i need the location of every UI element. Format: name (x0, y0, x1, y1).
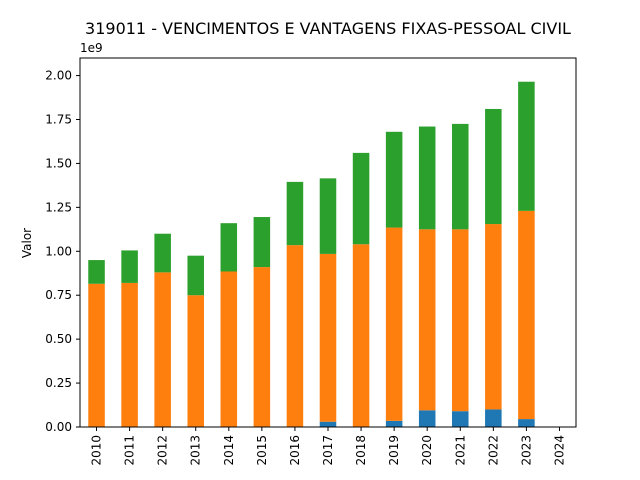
bars-layer (88, 81, 535, 427)
x-tick-label: 2011 (123, 435, 137, 466)
bar-segment-2015-s2 (253, 267, 271, 427)
bar-segment-2023-s1 (518, 419, 535, 427)
bar-segment-2017-s3 (319, 178, 337, 254)
bar-segment-2019-s3 (385, 131, 403, 228)
bar-segment-2016-s3 (286, 181, 304, 246)
bar-segment-2018-s2 (352, 244, 370, 427)
y-axis-scale-label: 1e9 (80, 41, 103, 55)
bar-segment-2013-s3 (187, 255, 204, 296)
y-axis: 0.00 0.25 0.50 0.75 1.00 1.25 1.50 1.75 2.00 (45, 69, 80, 434)
x-tick-label: 2020 (420, 435, 434, 466)
y-tick-label: 0.50 (45, 332, 72, 346)
bar-segment-2020-s1 (418, 410, 436, 427)
x-tick-label: 2017 (321, 435, 335, 466)
bar-segment-2020-s2 (418, 229, 436, 411)
bar-segment-2010-s2 (88, 283, 105, 427)
x-tick-label: 2014 (222, 435, 236, 466)
y-tick-label: 1.25 (45, 200, 72, 214)
bar-segment-2021-s2 (452, 229, 469, 412)
y-tick-label: 0.00 (45, 420, 72, 434)
y-axis-label: Valor (20, 228, 34, 258)
x-tick-label: 2019 (387, 435, 401, 466)
bar-segment-2011-s2 (121, 282, 138, 427)
y-tick-label: 1.00 (45, 244, 72, 258)
bar-segment-2022-s3 (485, 108, 502, 225)
bar-segment-2016-s2 (286, 245, 304, 427)
x-tick-label: 2018 (354, 435, 368, 466)
bar-segment-2019-s1 (385, 420, 403, 427)
bar-segment-2021-s3 (452, 123, 469, 230)
x-tick-label: 2015 (255, 435, 269, 466)
bar-segment-2020-s3 (418, 126, 436, 230)
bar-segment-2018-s3 (352, 152, 370, 245)
x-tick-label: 2012 (156, 435, 170, 466)
bar-segment-2017-s2 (319, 253, 337, 422)
y-tick-label: 0.25 (45, 376, 72, 390)
y-tick-label: 1.75 (45, 113, 72, 127)
y-tick-label: 1.50 (45, 156, 72, 170)
x-tick-label: 2021 (453, 435, 467, 466)
bar-segment-2023-s3 (518, 81, 535, 211)
x-axis: 2010 2011 2012 2013 2014 2015 2016 2017 2018 2019… (90, 427, 566, 466)
x-tick-label: 2013 (189, 435, 203, 466)
bar-segment-2023-s2 (518, 210, 535, 420)
bar-segment-2012-s3 (154, 233, 171, 273)
bar-segment-2012-s2 (154, 272, 171, 427)
bar-segment-2022-s2 (485, 224, 502, 410)
x-tick-label: 2010 (90, 435, 104, 466)
bar-segment-2015-s3 (253, 217, 271, 268)
y-tick-label: 0.75 (45, 288, 72, 302)
x-tick-label: 2024 (552, 435, 566, 466)
bar-segment-2010-s3 (88, 260, 105, 284)
bar-segment-2022-s1 (485, 409, 502, 427)
bar-segment-2013-s2 (187, 295, 204, 427)
bar-segment-2019-s2 (385, 227, 403, 421)
bar-segment-2017-s1 (319, 421, 337, 427)
chart-title: 319011 - VENCIMENTOS E VANTAGENS FIXAS-P… (85, 19, 571, 38)
y-tick-label: 2.00 (45, 69, 72, 83)
x-tick-label: 2023 (519, 435, 533, 466)
x-tick-label: 2016 (288, 435, 302, 466)
bar-segment-2021-s1 (452, 411, 469, 427)
bar-segment-2014-s2 (220, 271, 238, 427)
plot-frame (79, 57, 577, 428)
bar-segment-2014-s3 (220, 223, 238, 272)
x-tick-label: 2022 (486, 435, 500, 466)
bar-segment-2011-s3 (121, 250, 138, 283)
